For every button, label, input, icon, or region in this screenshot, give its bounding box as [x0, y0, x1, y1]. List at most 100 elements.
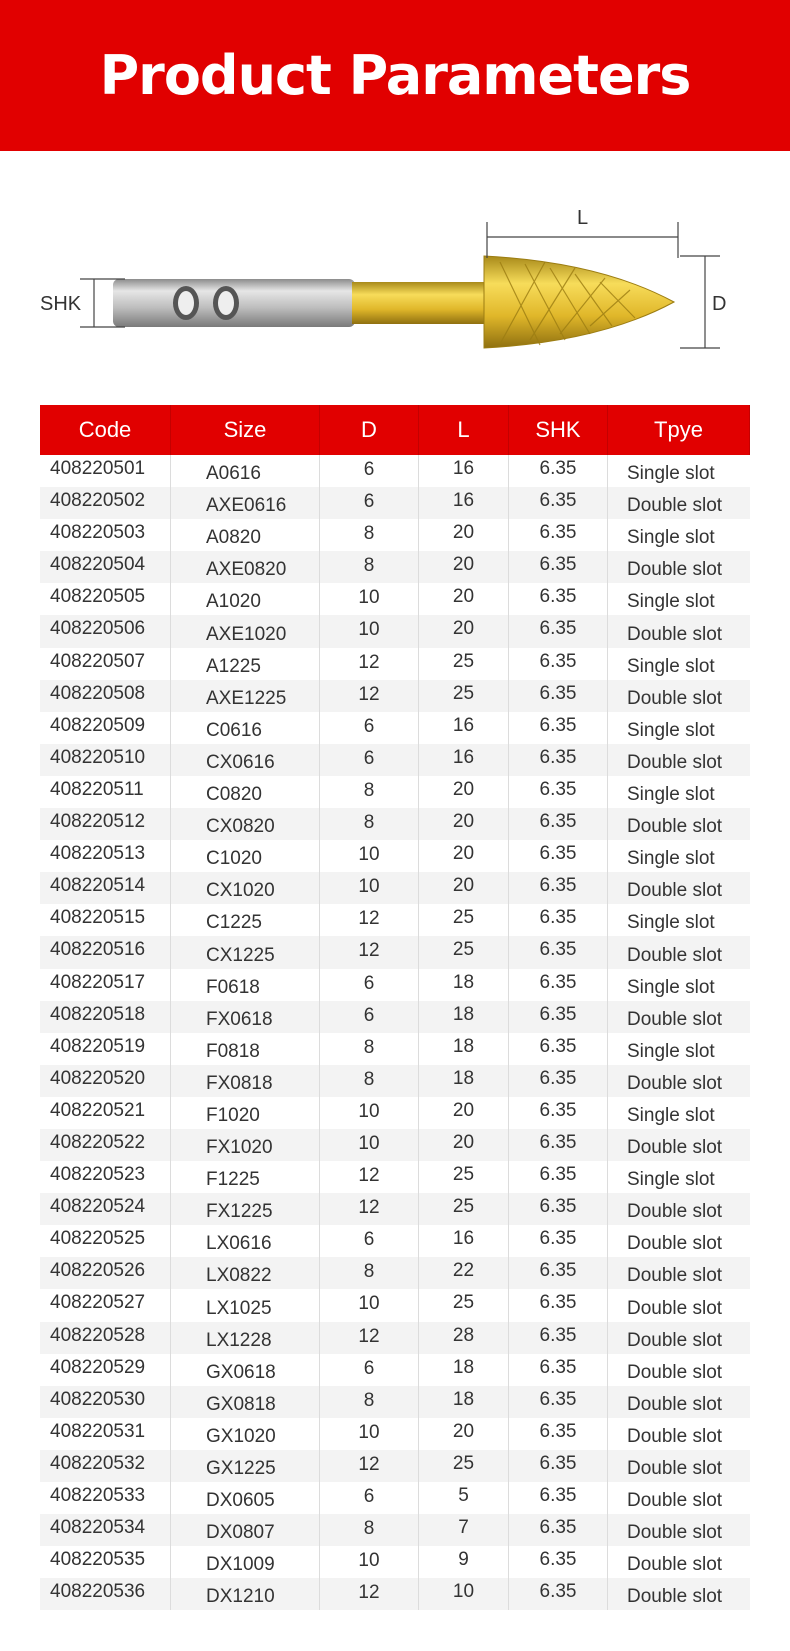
cell-l: 20 [419, 840, 509, 873]
column-header-shk: SHK [509, 405, 608, 455]
cell-size: A1225 [171, 647, 320, 680]
cell-code: 408220502 [40, 487, 171, 520]
table-row: 408220501 A0616 6 16 6.35 Single slot [40, 455, 750, 488]
cell-l: 20 [419, 615, 509, 648]
cell-l: 16 [419, 711, 509, 744]
cell-d: 6 [320, 487, 419, 520]
cell-size: LX1228 [171, 1321, 320, 1354]
cell-d: 12 [320, 1578, 419, 1611]
table-row: 408220522 FX1020 10 20 6.35 Double slot [40, 1128, 750, 1162]
cell-code: 408220528 [40, 1321, 171, 1354]
table-row: 408220514 CX1020 10 20 6.35 Double slot [40, 872, 750, 905]
cell-l: 22 [419, 1257, 509, 1290]
cell-shk: 6.35 [509, 487, 608, 520]
cell-type: Double slot [627, 1233, 723, 1255]
column-header-size: Size [171, 405, 320, 455]
cell-l: 20 [419, 1417, 509, 1450]
cell-type: Double slot [627, 751, 723, 773]
column-header-code: Code [40, 405, 171, 455]
table-row: 408220516 CX1225 12 25 6.35 Double slot [40, 936, 750, 969]
cell-size: DX1009 [171, 1546, 320, 1579]
table-row: 408220518 FX0618 6 18 6.35 Double slot [40, 1000, 750, 1033]
cell-d: 6 [320, 1000, 419, 1033]
cell-l: 20 [419, 583, 509, 616]
cell-size: A0616 [171, 455, 320, 488]
cell-d: 6 [320, 455, 419, 488]
table-row: 408220526 LX0822 8 22 6.35 Double slot [40, 1257, 750, 1290]
cell-type: Single slot [627, 655, 715, 677]
column-header-type: Tpye [608, 405, 750, 455]
table-row: 408220509 C0616 6 16 6.35 Single slot [40, 711, 750, 744]
cell-l: 25 [419, 904, 509, 937]
cell-code: 408220527 [40, 1289, 171, 1322]
table-row: 408220533 DX0605 6 5 6.35 Double slot [40, 1482, 750, 1515]
cell-code: 408220525 [40, 1225, 171, 1258]
table-row: 408220531 GX1020 10 20 6.35 Double slot [40, 1417, 750, 1450]
cell-d: 10 [320, 840, 419, 873]
cell-type: Double slot [627, 1586, 723, 1608]
title-banner: Product Parameters [0, 0, 790, 151]
cell-d: 10 [320, 872, 419, 905]
cell-type: Double slot [627, 1425, 723, 1447]
cell-l: 25 [419, 679, 509, 712]
table-row: 408220528 LX1228 12 28 6.35 Double slot [40, 1321, 750, 1354]
cell-size: F0618 [171, 968, 320, 1001]
cell-size: A0820 [171, 519, 320, 552]
cell-l: 20 [419, 519, 509, 552]
cell-l: 18 [419, 1385, 509, 1418]
cell-size: GX0818 [171, 1385, 320, 1418]
cell-size: FX0618 [171, 1000, 320, 1033]
cell-shk: 6.35 [509, 519, 608, 552]
cell-code: 408220505 [40, 583, 171, 616]
cell-size: C1020 [171, 840, 320, 873]
cell-code: 408220501 [40, 455, 171, 488]
cell-code: 408220518 [40, 1000, 171, 1033]
cell-code: 408220521 [40, 1096, 171, 1129]
cell-d: 10 [320, 1096, 419, 1129]
cell-l: 16 [419, 1225, 509, 1258]
cell-code: 408220534 [40, 1514, 171, 1547]
cell-type: Single slot [627, 1104, 715, 1126]
cell-shk: 6.35 [509, 455, 608, 488]
table-row: 408220506 AXE1020 10 20 6.35 Double slot [40, 615, 750, 648]
cell-size: CX1020 [171, 872, 320, 905]
cell-d: 10 [320, 1128, 419, 1162]
cell-type: Single slot [627, 912, 715, 934]
table-row: 408220515 C1225 12 25 6.35 Single slot [40, 904, 750, 937]
cell-type: Double slot [627, 1554, 723, 1576]
cell-l: 25 [419, 647, 509, 680]
cell-d: 12 [320, 1161, 419, 1194]
cell-shk: 6.35 [509, 1128, 608, 1162]
cell-l: 25 [419, 1449, 509, 1482]
cell-shk: 6.35 [509, 1064, 608, 1097]
cell-l: 25 [419, 936, 509, 969]
table-row: 408220507 A1225 12 25 6.35 Single slot [40, 647, 750, 680]
cell-l: 18 [419, 1032, 509, 1065]
cell-size: A1020 [171, 583, 320, 616]
cell-d: 8 [320, 519, 419, 552]
cell-code: 408220511 [40, 775, 171, 809]
table-row: 408220513 C1020 10 20 6.35 Single slot [40, 840, 750, 873]
page-title: Product Parameters [99, 44, 692, 107]
cell-shk: 6.35 [509, 775, 608, 809]
cell-type: Double slot [627, 687, 723, 709]
table-row: 408220508 AXE1225 12 25 6.35 Double slot [40, 679, 750, 712]
cell-d: 8 [320, 775, 419, 809]
cell-size: F1225 [171, 1161, 320, 1194]
cell-size: FX0818 [171, 1064, 320, 1097]
cell-d: 8 [320, 1032, 419, 1065]
cell-l: 7 [419, 1514, 509, 1547]
cell-size: CX1225 [171, 936, 320, 969]
cell-size: CX0616 [171, 743, 320, 776]
cell-code: 408220526 [40, 1257, 171, 1290]
cell-d: 8 [320, 1385, 419, 1418]
cell-d: 10 [320, 615, 419, 648]
cell-d: 6 [320, 968, 419, 1001]
cell-size: GX1225 [171, 1449, 320, 1482]
cell-d: 12 [320, 936, 419, 969]
cell-type: Double slot [627, 1458, 723, 1479]
cell-type: Double slot [627, 944, 723, 966]
cell-code: 408220529 [40, 1353, 171, 1386]
cell-code: 408220519 [40, 1032, 171, 1065]
cell-shk: 6.35 [509, 840, 608, 873]
